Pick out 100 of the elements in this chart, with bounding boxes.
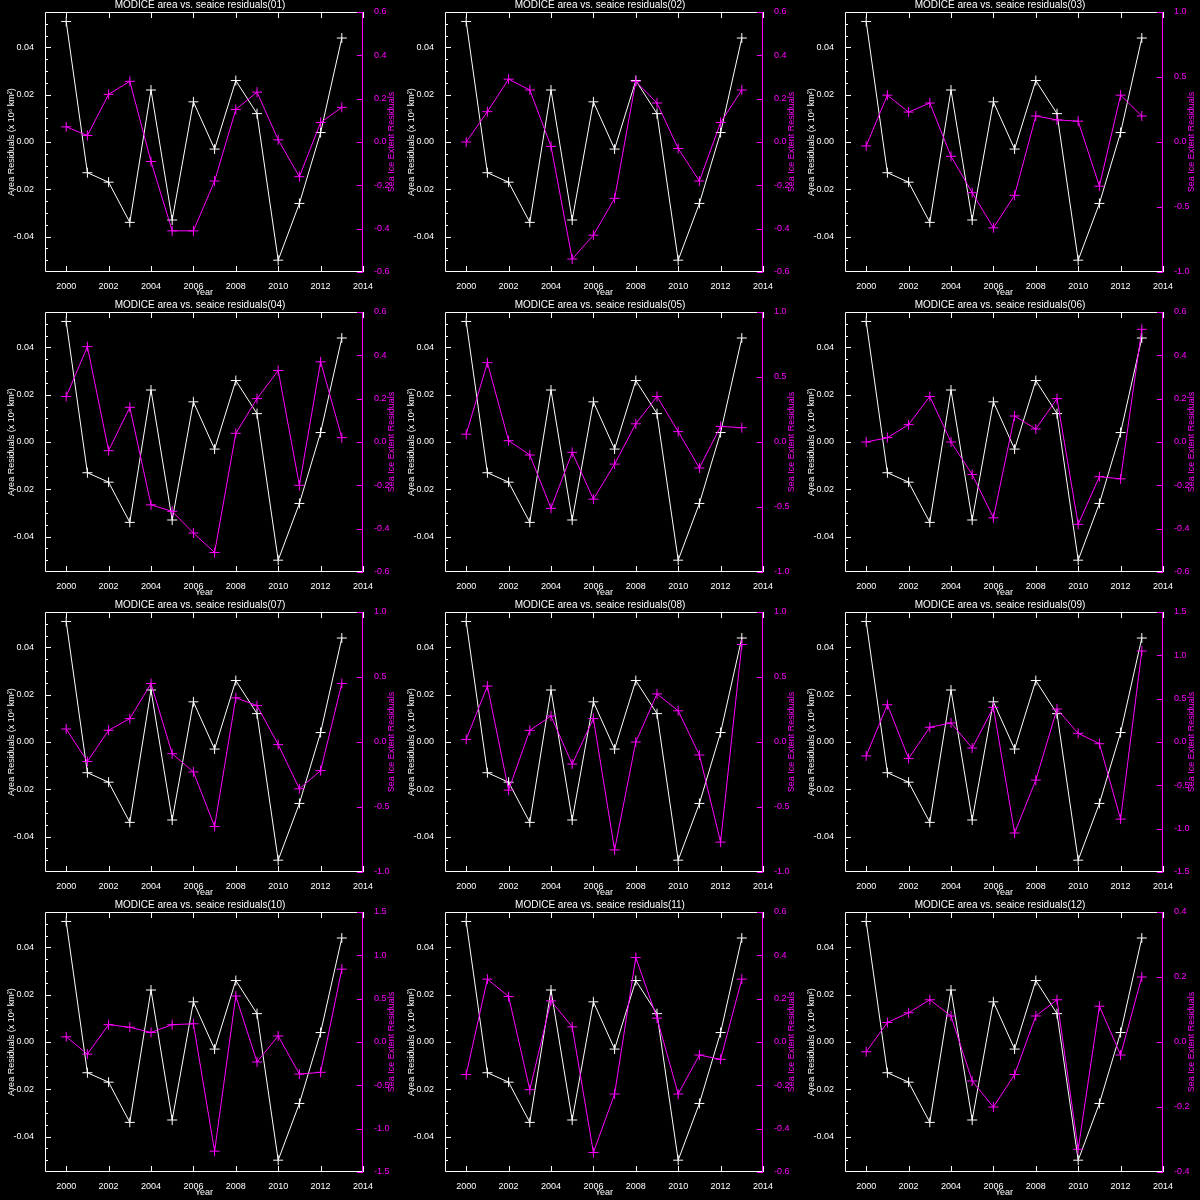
- point: [545, 710, 557, 722]
- y-tick-label: -0.04: [413, 531, 434, 542]
- point: [336, 632, 348, 644]
- y2-tick-label: 0.6: [374, 306, 387, 317]
- y-tick-label: 0.00: [816, 736, 834, 747]
- point: [336, 332, 348, 344]
- y-tick-label: 0.04: [416, 941, 434, 952]
- y-tick-label: -0.04: [413, 831, 434, 842]
- y-tick-label: -0.02: [813, 783, 834, 794]
- point: [609, 1043, 621, 1055]
- point: [187, 696, 199, 708]
- point: [166, 214, 178, 226]
- point: [587, 713, 599, 725]
- y-tick-label: -0.02: [813, 1083, 834, 1094]
- point: [293, 797, 305, 809]
- y2-axis-title: Sea Ice Extent Residuals: [386, 691, 397, 793]
- y-tick-label: 0.00: [416, 1036, 434, 1047]
- point: [903, 1076, 915, 1088]
- x-tick-label: 2008: [225, 280, 246, 291]
- point: [945, 436, 957, 448]
- point: [124, 516, 136, 528]
- point: [503, 476, 515, 488]
- x-tick-label: 2012: [310, 880, 331, 891]
- point: [587, 1147, 599, 1158]
- chart-title: MODICE area vs. seaice residuals(10): [114, 899, 286, 911]
- chart-title: MODICE area vs. seaice residuals(04): [114, 299, 286, 311]
- y2-tick-label: -0.6: [374, 266, 390, 277]
- point: [1115, 89, 1127, 101]
- point: [1030, 1010, 1042, 1022]
- chart-title: MODICE area vs. seaice residuals(05): [514, 299, 686, 311]
- point: [315, 127, 327, 139]
- point: [924, 1116, 936, 1128]
- x-tick-label: 2000: [456, 580, 477, 591]
- y2-tick-label: -0.4: [774, 1123, 790, 1134]
- y2-tick-label: 0.2: [774, 93, 787, 104]
- point: [503, 435, 515, 447]
- point: [315, 1027, 327, 1039]
- point: [293, 1097, 305, 1109]
- point: [987, 512, 999, 524]
- point: [966, 814, 978, 826]
- x-tick-label: 2014: [752, 280, 774, 291]
- point: [103, 176, 115, 188]
- point: [145, 384, 157, 396]
- point: [736, 32, 748, 44]
- point: [1072, 115, 1084, 127]
- point: [630, 375, 642, 387]
- point: [587, 96, 599, 108]
- point: [251, 86, 263, 98]
- point: [230, 990, 242, 1002]
- point: [903, 776, 915, 788]
- point: [145, 1026, 157, 1038]
- point: [315, 1066, 327, 1078]
- x-tick-label: 2004: [140, 1180, 162, 1191]
- y-tick-label: -0.04: [813, 231, 834, 242]
- point: [609, 143, 621, 155]
- y-tick-label: -0.02: [13, 1083, 34, 1094]
- x-tick-label: 2002: [98, 880, 119, 891]
- point: [187, 225, 199, 237]
- point: [966, 1114, 978, 1126]
- y-tick-label: 0.04: [16, 341, 34, 352]
- x-tick-label: 2004: [540, 1180, 562, 1191]
- point: [651, 688, 663, 700]
- point: [881, 89, 893, 101]
- point: [715, 1053, 727, 1065]
- point: [1072, 518, 1084, 530]
- y-tick-label: 0.04: [16, 41, 34, 52]
- x-tick-label: 2000: [856, 580, 877, 591]
- point: [60, 15, 72, 27]
- y2-tick-label: 0.0: [774, 436, 787, 447]
- point: [1136, 645, 1148, 657]
- point: [503, 784, 515, 796]
- y-tick-label: 0.02: [16, 989, 34, 1000]
- point: [566, 253, 578, 265]
- point: [166, 505, 178, 517]
- point: [966, 469, 978, 480]
- point: [693, 462, 705, 474]
- point: [924, 97, 936, 109]
- point: [1051, 393, 1063, 405]
- x-tick-label: 2010: [1068, 1180, 1089, 1191]
- y-tick-label: -0.04: [13, 1131, 34, 1142]
- point: [630, 736, 642, 748]
- point: [293, 1068, 305, 1080]
- x-tick-label: 2004: [140, 280, 162, 291]
- y-tick-label: 0.02: [816, 389, 834, 400]
- point: [1115, 813, 1127, 825]
- point: [924, 391, 936, 402]
- x-tick-label: 2000: [56, 580, 77, 591]
- y-tick-label: -0.04: [413, 231, 434, 242]
- y2-tick-label: 0.0: [774, 1036, 787, 1047]
- point: [1136, 110, 1148, 122]
- x-tick-label: 2004: [940, 580, 962, 591]
- y-tick-label: -0.02: [413, 183, 434, 194]
- y2-tick-label: 1.5: [1174, 606, 1187, 617]
- point: [736, 932, 748, 944]
- x-tick-label: 2010: [1068, 280, 1089, 291]
- x-tick-label: 2000: [56, 280, 77, 291]
- y-tick-label: 0.00: [16, 136, 34, 147]
- chart-title: MODICE area vs. seaice residuals(08): [514, 599, 686, 611]
- x-tick-label: 2008: [1025, 580, 1046, 591]
- y-tick-label: -0.02: [413, 483, 434, 494]
